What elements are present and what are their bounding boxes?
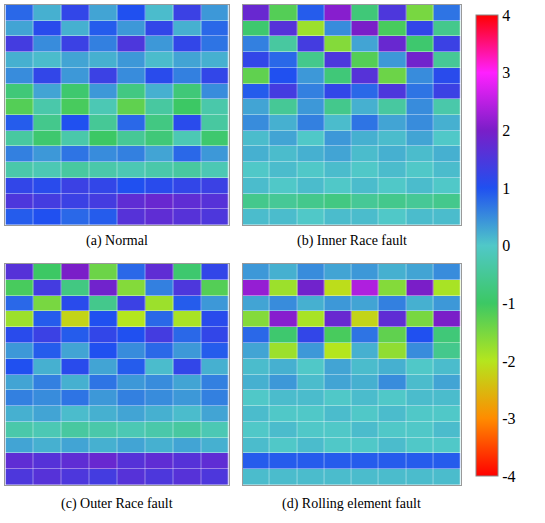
- svg-text:(d) Rolling element fault: (d) Rolling element fault: [282, 496, 421, 512]
- svg-text:(b) Inner Race fault: (b) Inner Race fault: [297, 233, 407, 249]
- svg-text:-1: -1: [502, 295, 515, 312]
- svg-text:(c) Outer Race fault: (c) Outer Race fault: [61, 496, 173, 512]
- svg-text:3: 3: [502, 64, 510, 81]
- svg-text:-2: -2: [502, 353, 515, 370]
- svg-text:2: 2: [502, 122, 510, 139]
- svg-text:-3: -3: [502, 410, 515, 427]
- svg-text:0: 0: [502, 237, 510, 254]
- svg-text:4: 4: [502, 7, 510, 24]
- svg-text:-4: -4: [502, 468, 515, 485]
- svg-text:(a) Normal: (a) Normal: [86, 233, 148, 249]
- svg-text:1: 1: [502, 180, 510, 197]
